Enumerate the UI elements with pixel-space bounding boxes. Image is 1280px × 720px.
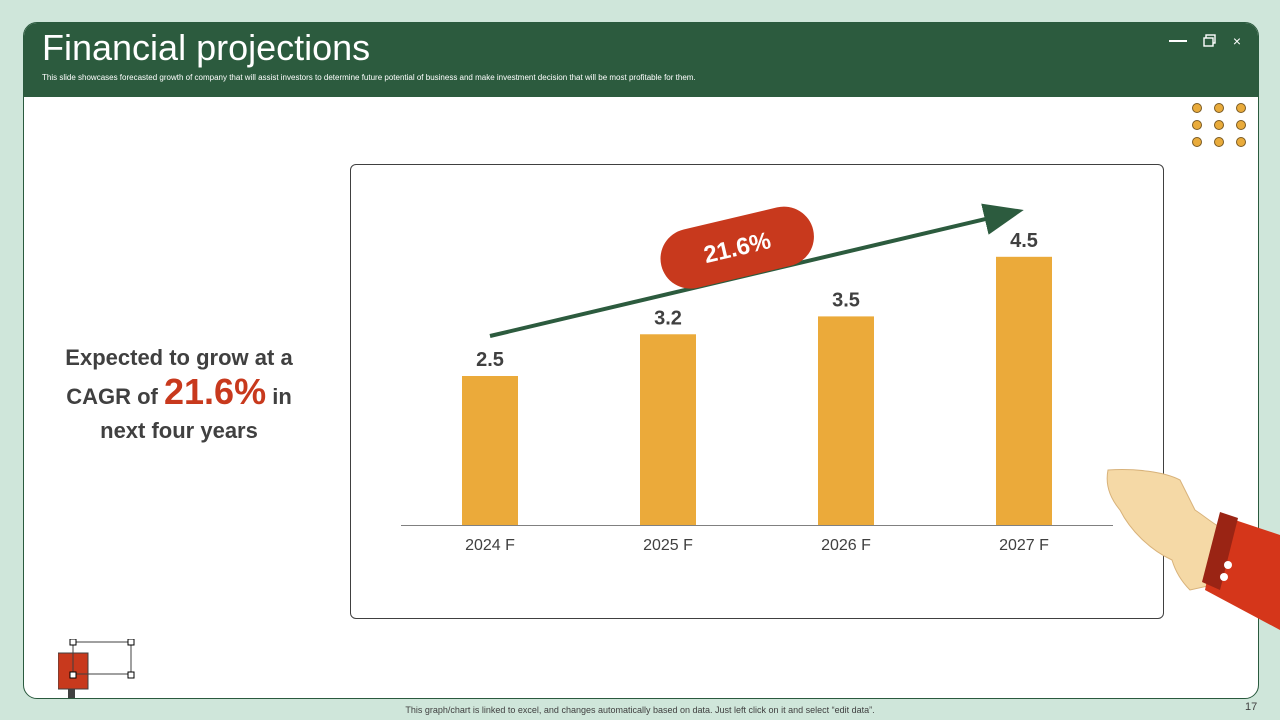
bar-2026-f — [818, 316, 874, 525]
x-tick-label: 2025 F — [643, 537, 693, 554]
cagr-suffix: in — [272, 384, 292, 409]
close-icon[interactable]: × — [1232, 33, 1242, 49]
pointing-hand-illustration — [1106, 469, 1280, 630]
footer-note: This graph/chart is linked to excel, and… — [405, 705, 875, 715]
cagr-line-1: Expected to grow at a — [65, 345, 293, 370]
bar-2025-f — [640, 334, 696, 525]
data-label: 4.5 — [1010, 230, 1038, 252]
decorative-dot — [1214, 137, 1224, 147]
page-number: 17 — [1245, 701, 1258, 713]
decorative-dot — [1236, 137, 1246, 147]
decorative-dot — [1192, 120, 1202, 130]
bar-2027-f — [996, 256, 1052, 525]
page-title: Financial projections — [42, 27, 371, 68]
cagr-badge-shape — [660, 206, 814, 289]
x-tick-label: 2027 F — [999, 537, 1049, 554]
decorative-dot — [1214, 120, 1224, 130]
cagr-value: 21.6% — [164, 371, 267, 412]
cagr-badge: 21.6% — [660, 206, 814, 289]
decorative-dot — [1236, 103, 1246, 113]
cagr-line-3: next four years — [100, 418, 258, 443]
cagr-statement: Expected to grow at a CAGR of 21.6% in n… — [54, 341, 304, 448]
bar-2024-f — [462, 376, 518, 525]
data-label: 2.5 — [476, 349, 504, 371]
cagr-line-2: CAGR of 21.6% in — [54, 374, 304, 414]
decorative-dots — [1192, 103, 1252, 159]
decorative-dot — [1236, 120, 1246, 130]
decorative-dot — [1214, 103, 1224, 113]
bar-chart: 2.5 2024 F 3.2 2025 F 3.5 2026 F 4.5 2027 F 21.6… — [401, 203, 1113, 554]
slide-window: Financial projections This slide showcas… — [23, 22, 1259, 699]
title-bar: Financial projections This slide showcas… — [24, 23, 1258, 97]
maximize-icon[interactable] — [1199, 31, 1221, 53]
selection-widget — [57, 638, 138, 698]
x-tick-label: 2026 F — [821, 537, 871, 554]
cagr-prefix: CAGR of — [66, 384, 158, 409]
x-tick-label: 2024 F — [465, 537, 515, 554]
minimize-icon[interactable] — [1167, 31, 1189, 42]
page-subtitle: This slide showcases forecasted growth o… — [42, 73, 696, 82]
decorative-dot — [1192, 103, 1202, 113]
data-label: 3.5 — [832, 289, 860, 311]
decorative-dot — [1192, 137, 1202, 147]
data-label: 3.2 — [654, 307, 682, 329]
chart-container[interactable]: 2.5 2024 F 3.2 2025 F 3.5 2026 F 4.5 2027 F 21.6… — [350, 164, 1164, 619]
